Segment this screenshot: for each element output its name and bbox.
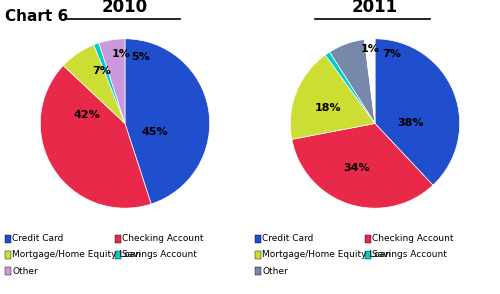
Wedge shape bbox=[330, 39, 375, 123]
Text: 1%: 1% bbox=[112, 49, 131, 59]
Text: Checking Account: Checking Account bbox=[122, 234, 204, 243]
Text: 38%: 38% bbox=[398, 118, 424, 128]
Text: Mortgage/Home Equity Loan: Mortgage/Home Equity Loan bbox=[12, 250, 141, 259]
Wedge shape bbox=[99, 39, 125, 123]
Text: Chart 6: Chart 6 bbox=[5, 9, 68, 24]
Title: 2011: 2011 bbox=[352, 0, 398, 16]
Wedge shape bbox=[64, 45, 125, 123]
Text: Savings Account: Savings Account bbox=[122, 250, 198, 259]
Text: Credit Card: Credit Card bbox=[262, 234, 314, 243]
Wedge shape bbox=[364, 39, 375, 123]
Wedge shape bbox=[375, 39, 460, 185]
Text: Credit Card: Credit Card bbox=[12, 234, 64, 243]
Text: 18%: 18% bbox=[315, 103, 342, 113]
Text: 45%: 45% bbox=[142, 127, 168, 137]
Wedge shape bbox=[125, 39, 210, 204]
Wedge shape bbox=[292, 123, 433, 208]
Text: Other: Other bbox=[262, 267, 288, 275]
Text: 1%: 1% bbox=[360, 44, 380, 54]
Text: 34%: 34% bbox=[343, 163, 369, 173]
Wedge shape bbox=[290, 55, 375, 139]
Title: 2010: 2010 bbox=[102, 0, 148, 16]
Text: Other: Other bbox=[12, 267, 38, 275]
Text: 7%: 7% bbox=[92, 66, 110, 76]
Text: 7%: 7% bbox=[382, 49, 402, 59]
Text: 42%: 42% bbox=[74, 110, 101, 120]
Wedge shape bbox=[94, 43, 125, 123]
Text: Savings Account: Savings Account bbox=[372, 250, 448, 259]
Text: Mortgage/Home Equity Loan: Mortgage/Home Equity Loan bbox=[262, 250, 392, 259]
Text: 5%: 5% bbox=[131, 52, 150, 62]
Wedge shape bbox=[325, 52, 375, 123]
Wedge shape bbox=[40, 66, 151, 208]
Text: Checking Account: Checking Account bbox=[372, 234, 454, 243]
